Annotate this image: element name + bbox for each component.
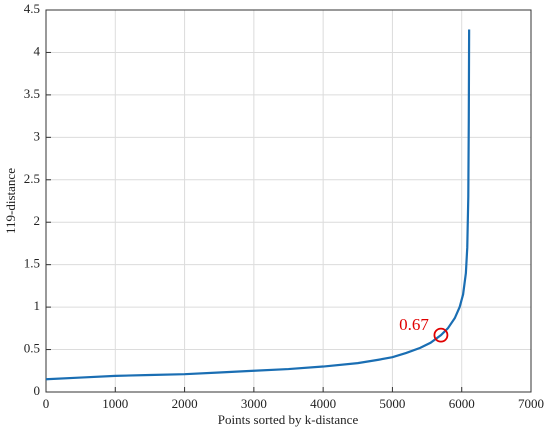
plot-frame: [45, 9, 532, 393]
x-tick-label: 4000: [310, 396, 336, 411]
y-tick-label: 1: [34, 298, 41, 313]
line: [45, 29, 471, 381]
y-axis-label: 119-distance: [3, 168, 18, 234]
y-tick-label: 4: [34, 43, 41, 58]
y-tick-label: 4.5: [24, 1, 40, 16]
x-tick-label: 3000: [241, 396, 267, 411]
y-tick-label: 1.5: [24, 256, 40, 271]
x-tick-label: 6000: [449, 396, 475, 411]
y-tick-label: 3.5: [24, 86, 40, 101]
x-axis-label: Points sorted by k-distance: [218, 412, 359, 427]
y-tick-label: 2.5: [24, 171, 40, 186]
x-tick-label: 7000: [518, 396, 544, 411]
x-tick-label: 0: [43, 396, 50, 411]
x-tick-label: 5000: [379, 396, 405, 411]
annotation-marker: [433, 327, 449, 343]
y-tick-label: 2: [34, 213, 41, 228]
x-tick-label: 1000: [102, 396, 128, 411]
annotation-label: 0.67: [399, 315, 429, 334]
x-tick-label: 2000: [172, 396, 198, 411]
y-tick-label: 3: [34, 128, 41, 143]
y-tick-label: 0.5: [24, 341, 40, 356]
y-tick-label: 0: [34, 383, 41, 398]
